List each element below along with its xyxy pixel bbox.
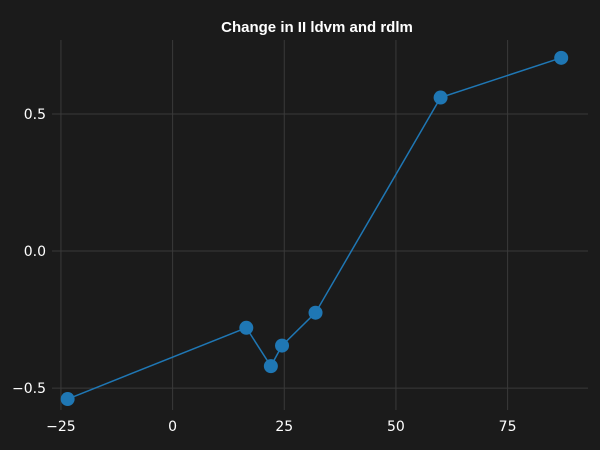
data-point bbox=[263, 359, 278, 374]
y-tick-label: −0.5 bbox=[12, 381, 46, 397]
y-tick-label: 0.0 bbox=[24, 244, 46, 260]
data-point bbox=[239, 320, 254, 335]
grid bbox=[52, 40, 588, 410]
series-lines bbox=[67, 57, 562, 400]
x-tick-label: 50 bbox=[387, 419, 405, 435]
data-point bbox=[60, 392, 75, 407]
x-tick-label: 25 bbox=[275, 419, 293, 435]
series-line bbox=[67, 57, 562, 400]
x-tick-label: 75 bbox=[499, 419, 517, 435]
data-points bbox=[60, 50, 569, 407]
y-tick-label: 0.5 bbox=[24, 107, 46, 123]
data-point bbox=[275, 338, 290, 353]
chart-title: Change in II ldvm and rdlm bbox=[221, 19, 413, 36]
x-axis-ticks: −25 0 25 50 75 bbox=[46, 419, 516, 435]
x-tick-label: −25 bbox=[46, 419, 76, 435]
data-point bbox=[308, 305, 323, 320]
data-point bbox=[554, 50, 569, 65]
y-axis-ticks: −0.5 0.0 0.5 bbox=[12, 107, 46, 397]
data-point bbox=[433, 90, 448, 105]
x-tick-label: 0 bbox=[168, 419, 177, 435]
